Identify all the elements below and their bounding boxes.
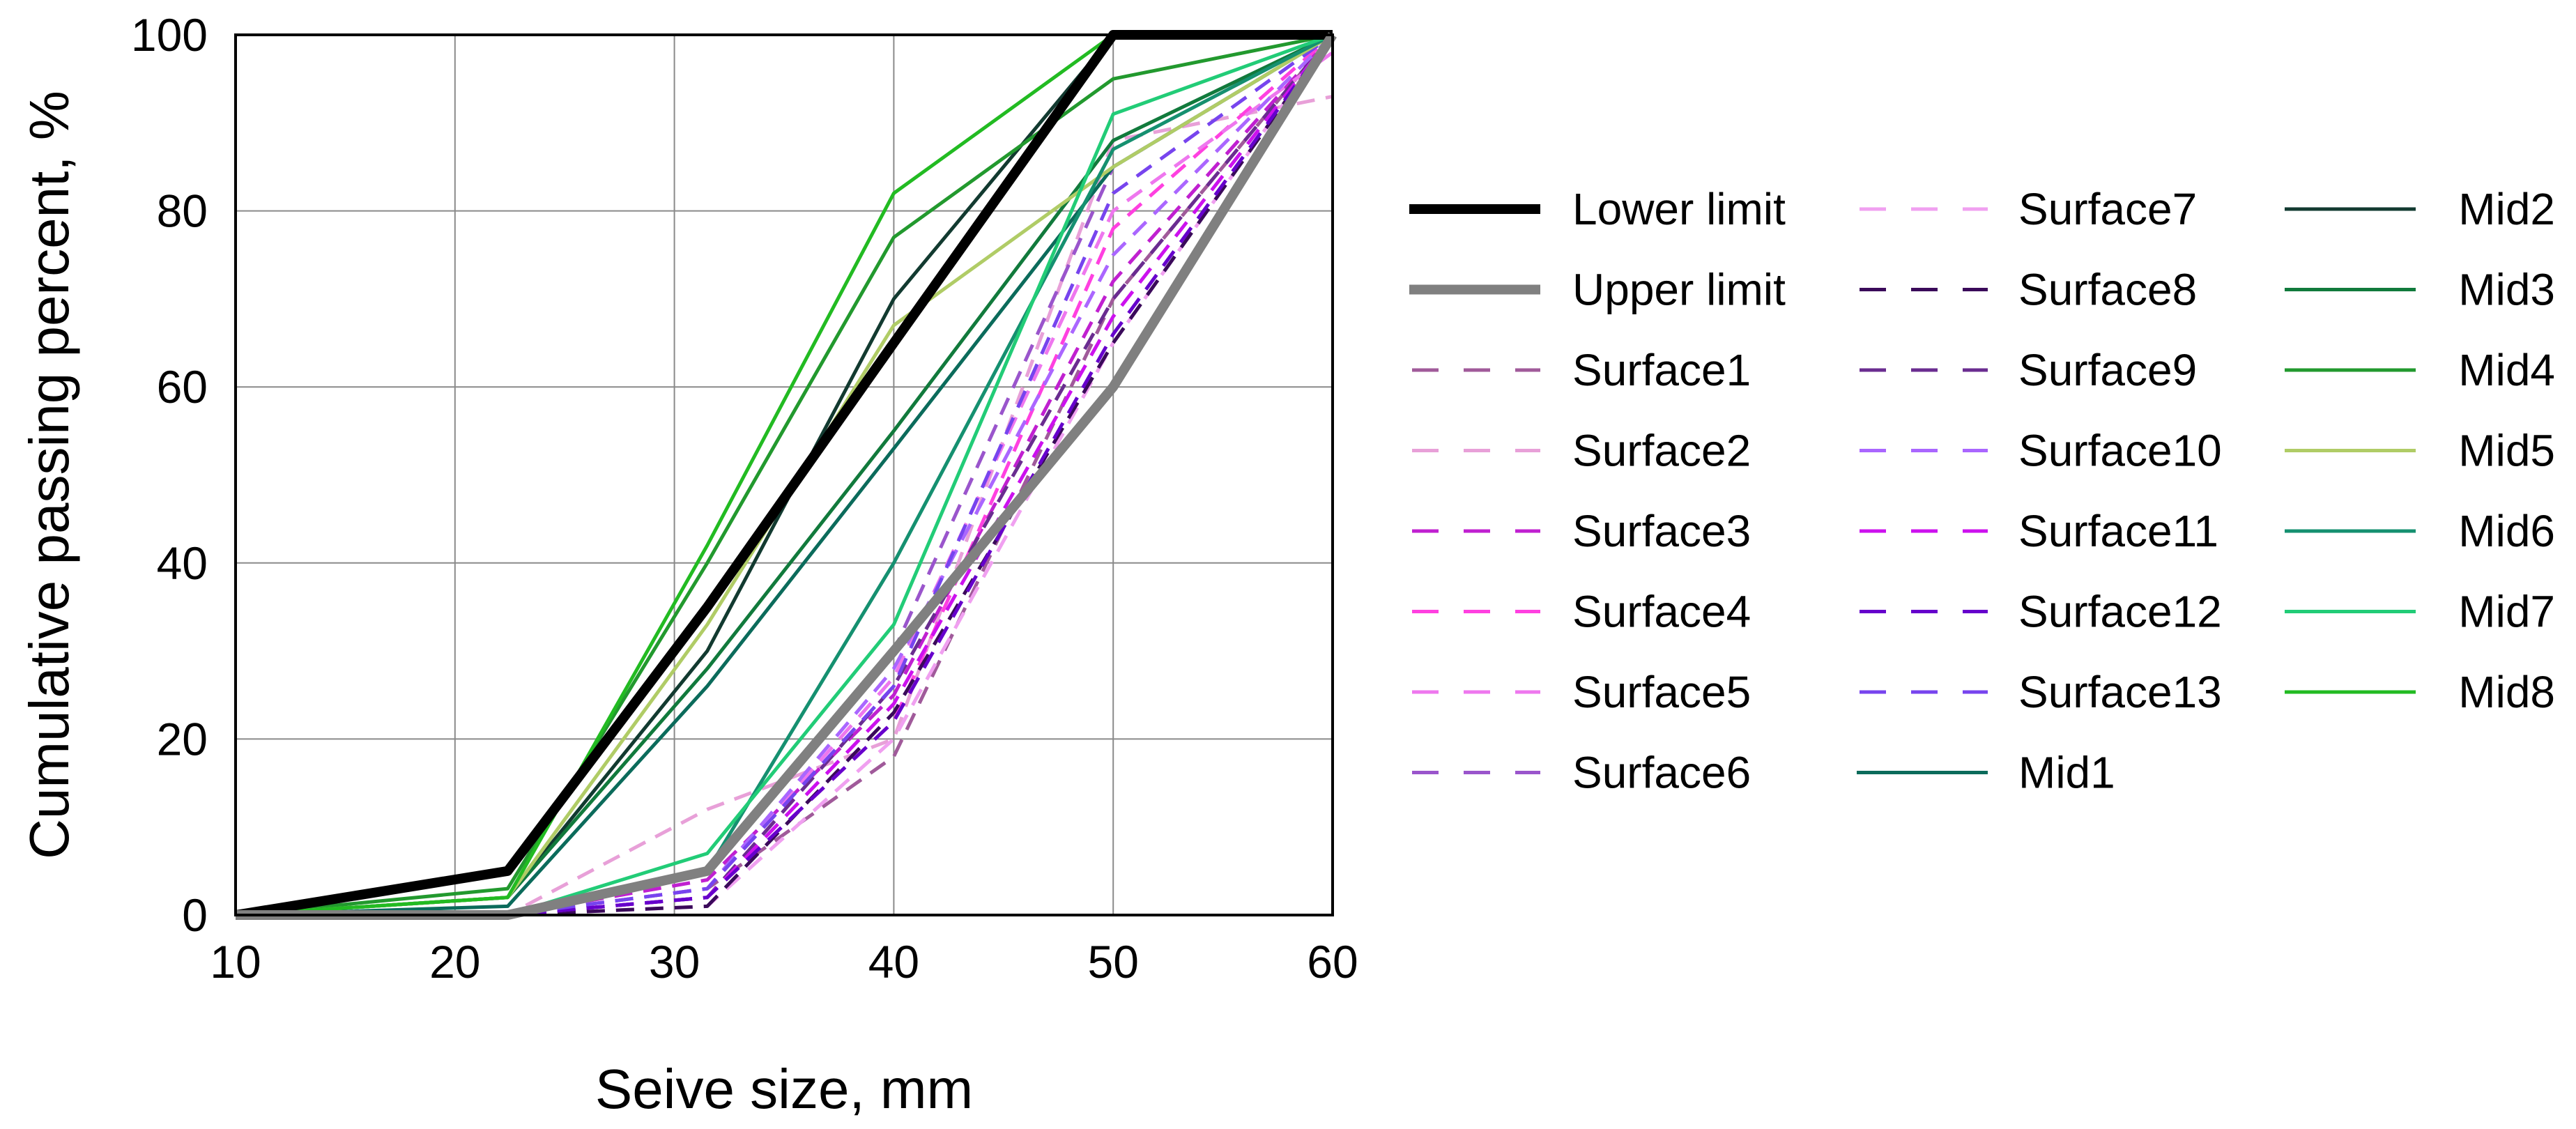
series-line-surface3 — [236, 33, 1334, 917]
y-tick-label: 20 — [157, 713, 208, 765]
legend-label: Surface2 — [1572, 426, 1751, 476]
legend-label: Surface4 — [1572, 587, 1751, 637]
series-line-mid4 — [235, 33, 1333, 917]
legend-item-mid2: Mid2 — [2285, 184, 2555, 234]
x-tick-label: 50 — [1087, 936, 1138, 988]
series-line-surface12 — [236, 33, 1335, 917]
x-tick-label: 10 — [210, 936, 261, 988]
series-line-surface2 — [236, 94, 1333, 917]
legend-label: Surface6 — [1572, 748, 1751, 798]
x-tick-label: 40 — [868, 936, 919, 988]
series-line-surface11 — [236, 33, 1334, 917]
series-line-surface13 — [236, 33, 1334, 917]
legend-item-surface8: Surface8 — [1860, 265, 2197, 315]
y-tick-label: 0 — [182, 889, 208, 941]
legend-item-surface4: Surface4 — [1412, 587, 1751, 637]
legend-item-surface5: Surface5 — [1412, 667, 1751, 717]
legend-label: Surface5 — [1572, 667, 1751, 717]
legend-label: Upper limit — [1572, 265, 1786, 315]
series-line-surface10 — [236, 33, 1334, 917]
legend-label: Surface7 — [2018, 184, 2197, 234]
legend-item-surface1: Surface1 — [1412, 345, 1751, 395]
y-tick-label: 40 — [157, 537, 208, 589]
legend-item-mid8: Mid8 — [2285, 667, 2555, 717]
legend: Lower limit Upper limit Surface1 Surface2 Su… — [1409, 184, 2555, 798]
legend-label: Surface1 — [1572, 345, 1751, 395]
legend-item-mid7: Mid7 — [2285, 587, 2555, 637]
plot-border — [234, 33, 1334, 916]
x-tick-label: 20 — [429, 936, 480, 988]
legend-item-upper-limit: Upper limit — [1409, 265, 1786, 315]
legend-label: Surface11 — [2018, 506, 2218, 556]
legend-label: Surface12 — [2018, 587, 2222, 637]
legend-label: Mid2 — [2458, 184, 2555, 234]
legend-item-surface11: Surface11 — [1860, 506, 2218, 556]
legend-item-mid1: Mid1 — [1857, 748, 2115, 798]
x-tick-label: 60 — [1307, 936, 1358, 988]
legend-item-surface2: Surface2 — [1412, 426, 1751, 476]
legend-item-mid3: Mid3 — [2285, 265, 2555, 315]
legend-item-surface7: Surface7 — [1860, 184, 2197, 234]
y-axis-title: Cumulative passing percent, % — [18, 91, 80, 859]
legend-label: Surface9 — [2018, 345, 2197, 395]
legend-item-mid6: Mid6 — [2285, 506, 2555, 556]
legend-item-surface9: Surface9 — [1860, 345, 2197, 395]
y-tick-label: 100 — [131, 9, 208, 61]
legend-label: Surface3 — [1572, 506, 1751, 556]
x-axis-title: Seive size, mm — [595, 1058, 973, 1120]
legend-item-mid5: Mid5 — [2285, 426, 2555, 476]
legend-item-surface6: Surface6 — [1412, 748, 1751, 798]
legend-label: Mid5 — [2458, 426, 2555, 476]
legend-item-mid4: Mid4 — [2285, 345, 2555, 395]
tick-labels: 10 20 30 40 50 60 0 20 40 60 80 100 — [131, 9, 1358, 988]
legend-label: Mid1 — [2018, 748, 2115, 798]
legend-item-surface12: Surface12 — [1860, 587, 2222, 637]
legend-item-surface10: Surface10 — [1860, 426, 2222, 476]
legend-label: Mid3 — [2458, 265, 2555, 315]
legend-item-lower-limit: Lower limit — [1409, 184, 1786, 234]
y-tick-label: 80 — [157, 185, 208, 237]
legend-label: Surface13 — [2018, 667, 2222, 717]
legend-label: Mid8 — [2458, 667, 2555, 717]
legend-label: Mid6 — [2458, 506, 2555, 556]
legend-item-surface3: Surface3 — [1412, 506, 1751, 556]
y-tick-label: 60 — [157, 361, 208, 413]
legend-item-surface13: Surface13 — [1860, 667, 2222, 717]
x-tick-label: 30 — [649, 936, 700, 988]
legend-label: Lower limit — [1572, 184, 1786, 234]
legend-label: Surface10 — [2018, 426, 2222, 476]
legend-label: Mid7 — [2458, 587, 2555, 637]
legend-label: Surface8 — [2018, 265, 2197, 315]
series-line-surface8 — [236, 33, 1335, 917]
plot-frame — [234, 33, 1334, 916]
legend-label: Mid4 — [2458, 345, 2555, 395]
